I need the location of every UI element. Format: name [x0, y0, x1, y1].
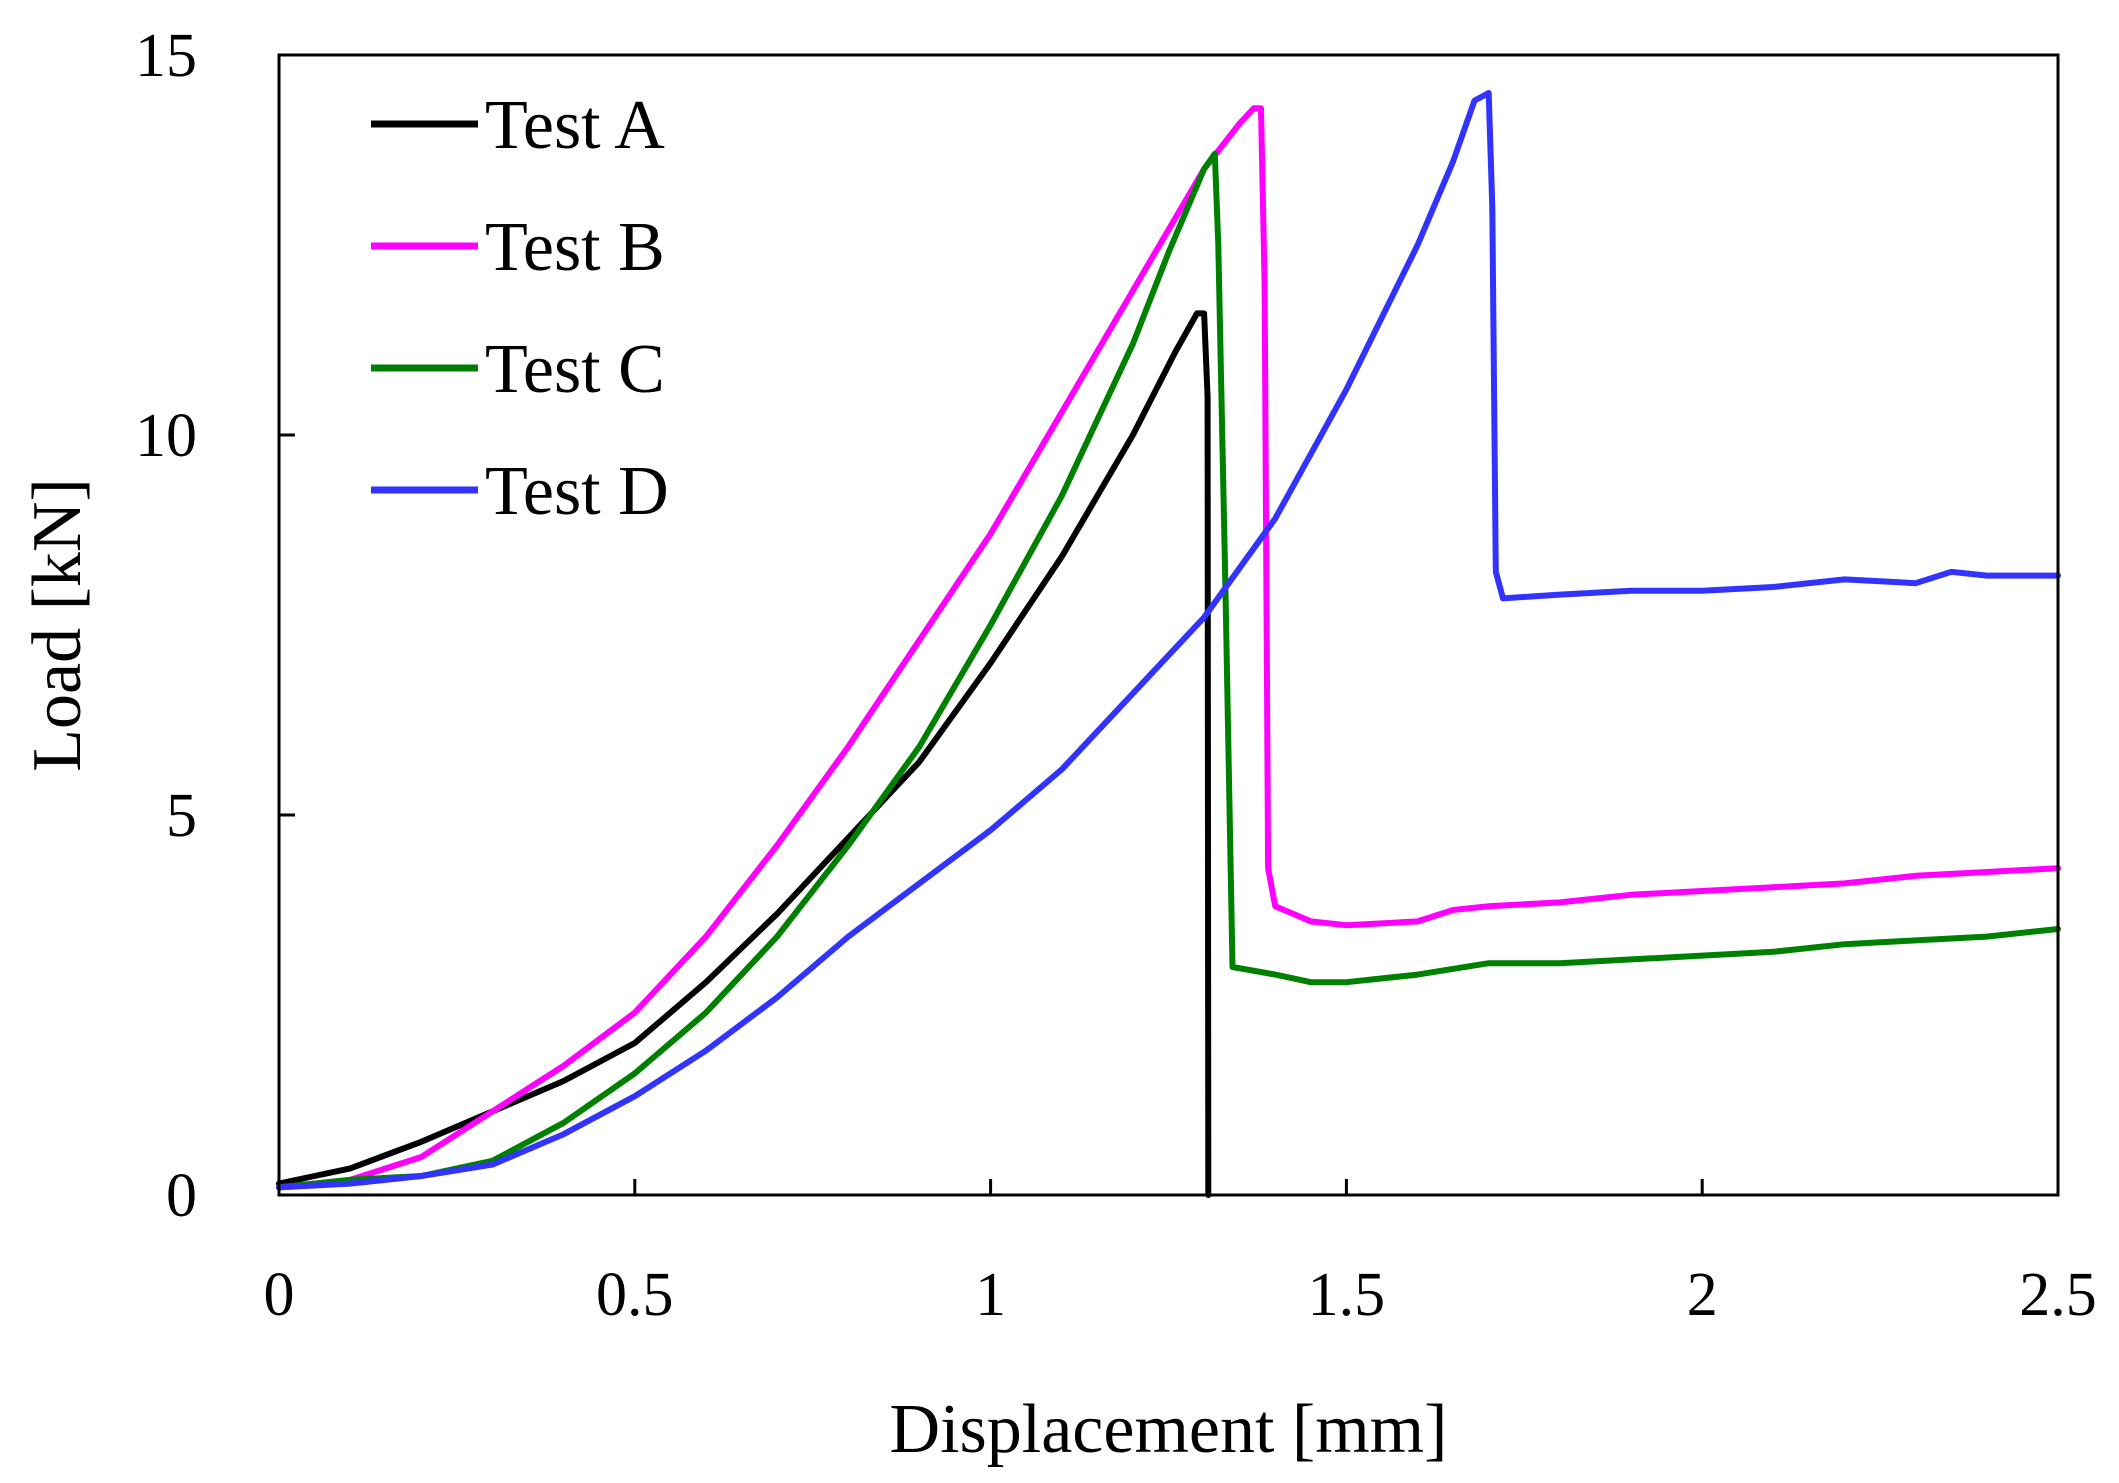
legend-item: Test C — [371, 331, 665, 408]
legend: Test A Test B Test C Test D — [371, 87, 669, 530]
y-tick-label: 10 — [135, 402, 197, 470]
series-line-test-b — [276, 105, 2061, 1191]
y-tick-label: 0 — [166, 1162, 197, 1230]
legend-item: Test B — [371, 209, 665, 286]
legend-item: Test D — [371, 453, 669, 530]
tick-labels-layer: 0 0.5 1 1.5 2 2.5 0 5 10 15 — [135, 22, 2097, 1329]
series-line-test-d — [276, 90, 2061, 1191]
legend-item: Test A — [371, 87, 665, 164]
x-tick-label: 0 — [264, 1261, 295, 1329]
series-line-test-a — [276, 310, 1212, 1198]
x-tick-label: 0.5 — [596, 1261, 674, 1329]
series-line-test-c — [276, 150, 2061, 1191]
legend-label: Test D — [485, 453, 669, 530]
ticks-layer — [277, 53, 2060, 1197]
legend-label: Test C — [485, 331, 665, 408]
x-tick-label: 2 — [1687, 1261, 1718, 1329]
plot-frame — [277, 53, 2060, 1197]
legend-label: Test A — [485, 87, 665, 164]
x-tick-label: 1.5 — [1308, 1261, 1386, 1329]
y-axis-title: Load [kN] — [19, 478, 96, 772]
y-tick-label: 15 — [135, 22, 197, 90]
series-layer — [276, 90, 2061, 1198]
x-tick-label: 2.5 — [2019, 1261, 2097, 1329]
x-axis-title: Displacement [mm] — [890, 1391, 1448, 1468]
y-tick-label: 5 — [166, 782, 197, 850]
x-tick-label: 1 — [975, 1261, 1006, 1329]
legend-label: Test B — [485, 209, 665, 286]
